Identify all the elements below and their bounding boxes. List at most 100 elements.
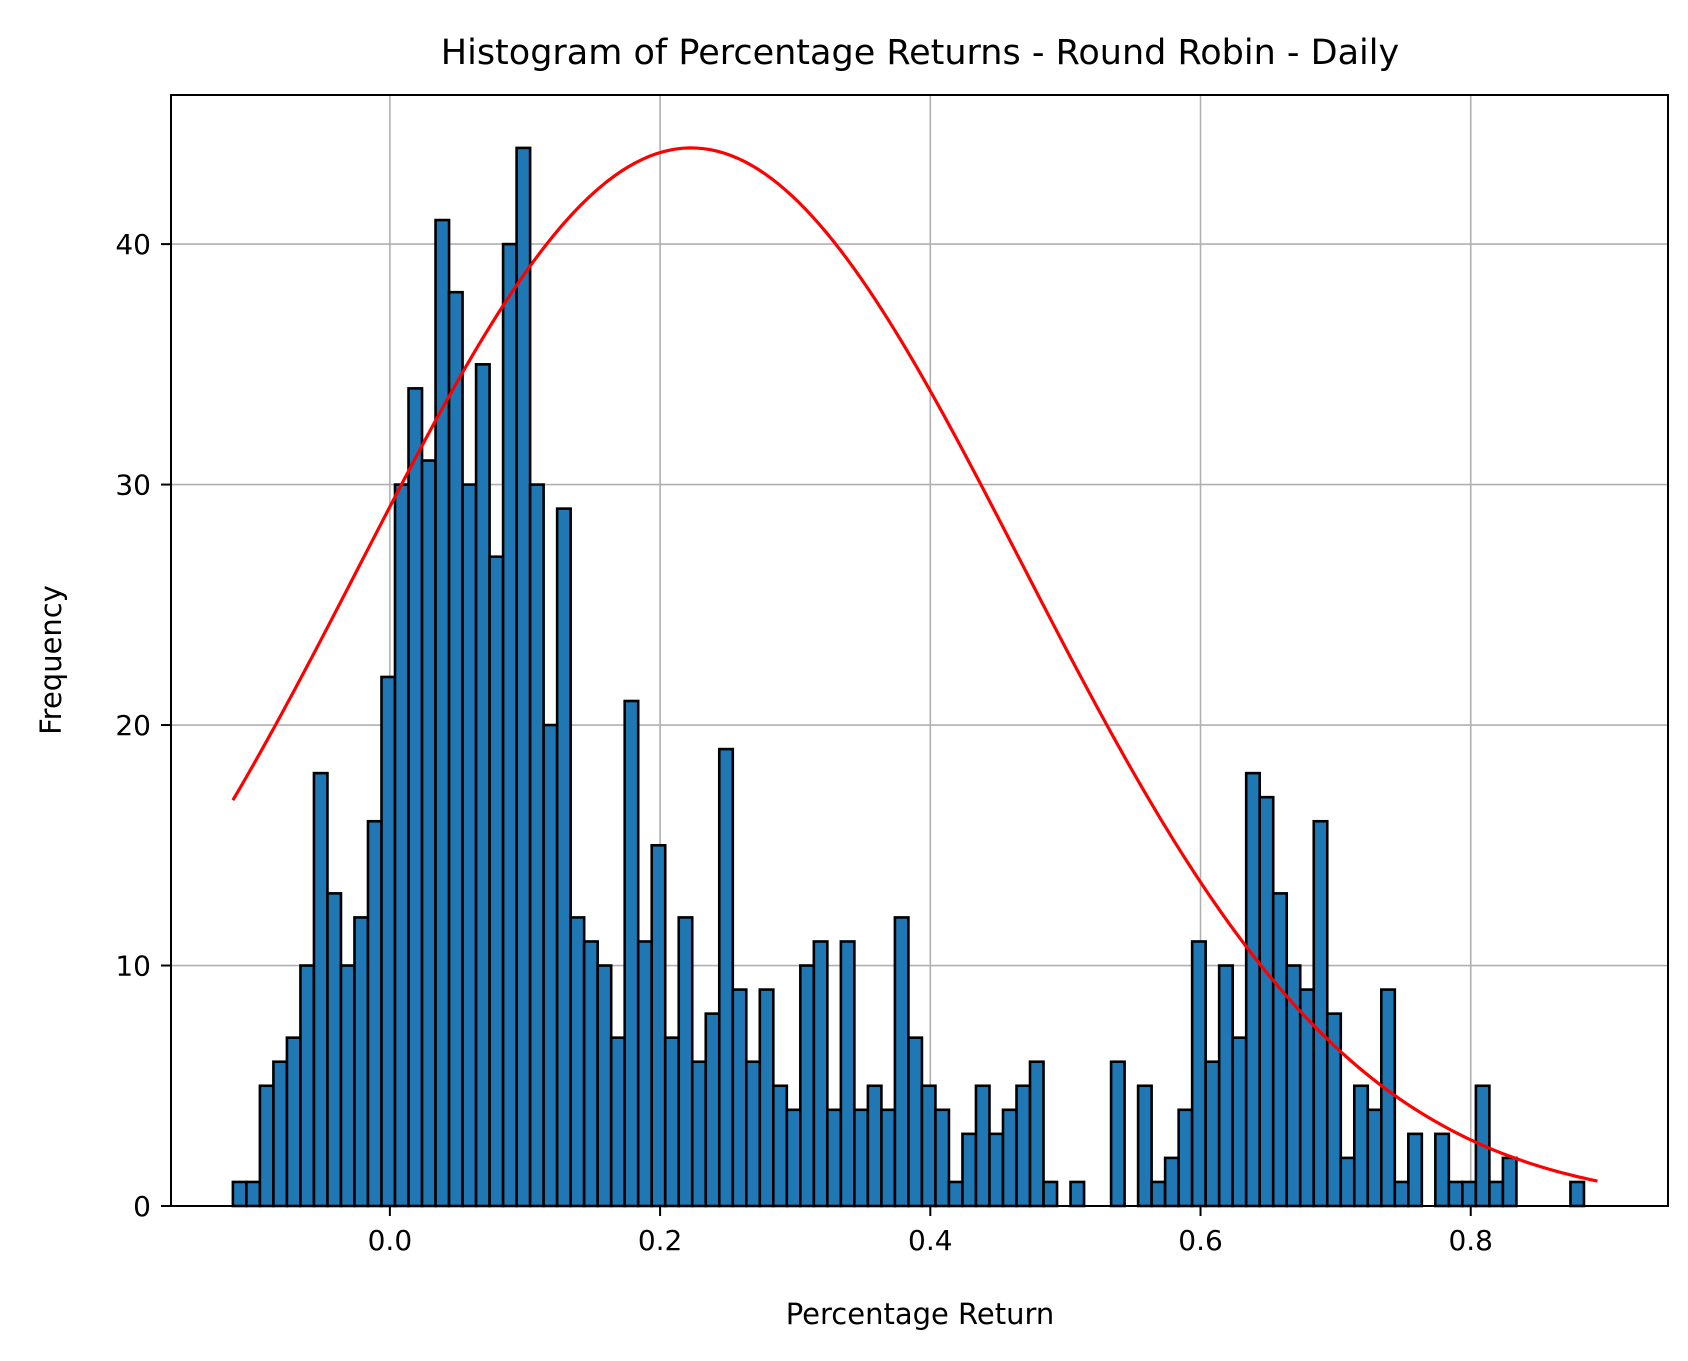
- histogram-bar: [934, 1108, 951, 1208]
- histogram-bar: [461, 483, 478, 1208]
- x-tick-label: 0.2: [638, 1224, 683, 1257]
- y-tick-label: 0: [133, 1190, 151, 1223]
- histogram-bar: [272, 1060, 289, 1208]
- x-tick-label: 0.6: [1178, 1224, 1223, 1257]
- histogram-bar: [947, 1180, 964, 1208]
- histogram-bar: [1393, 1180, 1410, 1208]
- histogram-bar: [974, 1084, 991, 1208]
- histogram-bar: [1407, 1132, 1424, 1208]
- histogram-bar: [731, 988, 748, 1208]
- histogram-bar: [744, 1060, 762, 1208]
- histogram-bar: [474, 363, 491, 1208]
- histogram-bar: [528, 483, 545, 1208]
- histogram-bar: [772, 1084, 789, 1208]
- histogram-bar: [299, 964, 316, 1208]
- x-tick-label: 0.4: [908, 1224, 953, 1257]
- histogram-bar: [1244, 771, 1262, 1208]
- histogram-bar: [893, 916, 910, 1208]
- histogram-bar: [1150, 1180, 1167, 1208]
- histogram-bar: [326, 892, 343, 1208]
- histogram-bar: [569, 916, 586, 1208]
- x-axis-label: Percentage Return: [786, 1297, 1055, 1331]
- histogram-bar: [1028, 1060, 1045, 1208]
- histogram-bar: [231, 1180, 248, 1208]
- histogram-bar: [434, 218, 451, 1208]
- axis-ticks: 0.0 0.2 0.4 0.6 0.8 0 10 20 30 40: [115, 228, 1493, 1257]
- histogram-bar: [1461, 1180, 1478, 1208]
- histogram-bar: [258, 1084, 275, 1208]
- histogram-bar: [1488, 1180, 1505, 1208]
- histogram-bar: [826, 1108, 843, 1208]
- histogram-bar: [542, 723, 559, 1208]
- histogram-bar: [609, 1036, 626, 1208]
- histogram-bar: [690, 1060, 708, 1208]
- histogram-bar: [1204, 1060, 1221, 1208]
- histogram-bar: [704, 1012, 721, 1208]
- y-tick-label: 10: [115, 950, 151, 983]
- histogram-bar: [245, 1180, 262, 1208]
- histogram-bar: [1109, 1060, 1126, 1208]
- histogram-bar: [1501, 1156, 1518, 1208]
- histogram-bar: [961, 1132, 978, 1208]
- histogram-bar: [366, 819, 383, 1208]
- y-axis-label: Frequency: [34, 585, 68, 735]
- histogram-bar: [1352, 1084, 1370, 1208]
- histogram-bar: [1190, 940, 1207, 1208]
- histogram-bar: [515, 146, 532, 1208]
- histogram-bar: [1258, 795, 1275, 1208]
- histogram-bar: [1042, 1180, 1059, 1208]
- histogram-bar: [1447, 1180, 1464, 1208]
- histogram-bar: [1434, 1132, 1451, 1208]
- histogram-bar: [420, 459, 437, 1208]
- y-tick-label: 40: [115, 228, 151, 261]
- histogram-bar: [920, 1084, 937, 1208]
- histogram-bar: [866, 1084, 883, 1208]
- histogram-bar: [812, 940, 829, 1208]
- histogram-bar: [1217, 964, 1234, 1208]
- histogram-bar: [1312, 819, 1329, 1208]
- histogram-bar: [380, 675, 397, 1208]
- histogram-bar: [1271, 892, 1289, 1208]
- histogram-bar: [907, 1036, 924, 1208]
- normal-fit-curve: [231, 146, 1598, 1183]
- histogram-bar: [353, 916, 370, 1208]
- chart-title: Histogram of Percentage Returns - Round …: [441, 33, 1399, 73]
- histogram-bar: [1380, 988, 1397, 1208]
- histogram-bar: [1339, 1156, 1356, 1208]
- histogram-bar: [839, 940, 856, 1208]
- histogram-bar: [312, 771, 329, 1208]
- histogram-bar: [1177, 1108, 1194, 1208]
- histogram-bar: [758, 988, 775, 1208]
- histogram-bar: [785, 1108, 802, 1208]
- plot-frame: [170, 94, 1669, 1207]
- histogram-bar: [407, 387, 424, 1208]
- histogram-bar: [650, 843, 667, 1208]
- histogram-bar: [717, 747, 735, 1208]
- histogram-bar: [1015, 1084, 1032, 1208]
- histogram-bar: [880, 1108, 897, 1208]
- histogram-bar: [393, 483, 410, 1208]
- histogram-bar: [677, 916, 694, 1208]
- x-tick-label: 0.0: [368, 1224, 413, 1257]
- histogram-bar: [663, 1036, 681, 1208]
- histogram-bar: [1001, 1108, 1018, 1208]
- histogram-bar: [636, 940, 654, 1208]
- histogram-bar: [339, 964, 356, 1208]
- y-tick-label: 30: [115, 469, 151, 502]
- histogram-bar: [1136, 1084, 1153, 1208]
- histogram-bar: [555, 507, 572, 1208]
- histogram-bar: [623, 699, 640, 1208]
- histogram-bar: [501, 242, 518, 1208]
- histogram-bar: [596, 964, 613, 1208]
- histogram-bar: [447, 290, 464, 1208]
- histogram-bar: [853, 1108, 870, 1208]
- y-tick-label: 20: [115, 709, 151, 742]
- histogram-bar: [1366, 1108, 1383, 1208]
- histogram-bar: [1163, 1156, 1180, 1208]
- x-tick-label: 0.8: [1448, 1224, 1493, 1257]
- histogram-bar: [1069, 1180, 1086, 1208]
- histogram-bar: [488, 555, 505, 1208]
- histogram-bar: [1569, 1180, 1586, 1208]
- histogram-bar: [799, 964, 816, 1208]
